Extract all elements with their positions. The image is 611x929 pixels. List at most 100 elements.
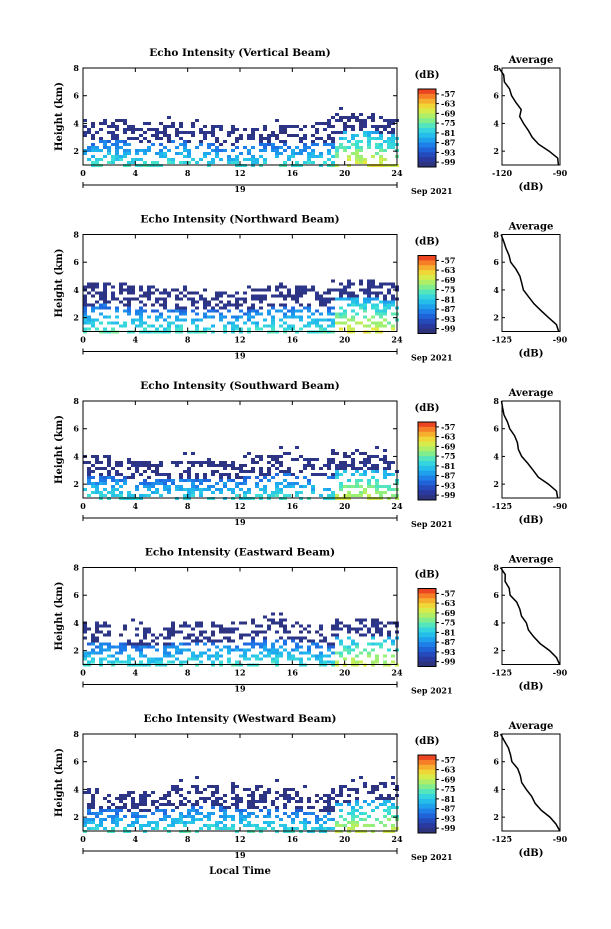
heatmap-cell [115,125,119,128]
heatmap-cell [303,827,307,830]
x-tick-label: 20 [339,834,351,844]
heatmap-cell [287,797,291,800]
heatmap-cell [275,630,279,634]
heatmap-cell [383,128,387,131]
heatmap-cell [215,639,219,643]
heatmap-cell [191,633,195,637]
heatmap-cell [231,815,235,818]
heatmap-cell [135,297,139,301]
heatmap-cell [195,803,199,806]
heatmap-cell [95,488,99,491]
heatmap-cell [319,122,323,125]
heatmap-cell [247,309,251,313]
heatmap-cell [343,645,347,649]
heatmap-cell [307,152,311,155]
colorbar-segment [418,323,436,330]
heatmap-cell [387,806,391,809]
heatmap-cell [91,122,95,125]
heatmap-cell [323,140,327,143]
heatmap-cell [103,797,107,800]
heatmap-cell [115,464,119,467]
heatmap-cell [243,621,247,625]
heatmap-cell [159,660,163,664]
heatmap-cell [363,624,367,628]
heatmap-cell [139,294,143,298]
heatmap-cell [111,803,115,806]
heatmap-cell [247,642,251,646]
heatmap-cell [335,312,339,316]
heatmap-cell [187,812,191,815]
heatmap-cell [131,128,135,131]
heatmap-cell [91,476,95,479]
heatmap-cell [171,479,175,482]
heatmap-cell [171,461,175,464]
colorbar-tick-label: -63 [441,432,456,442]
heatmap-cell [195,146,199,149]
heatmap-cell [251,294,255,298]
heatmap-cell [311,654,315,658]
heatmap-cell [367,137,371,140]
average-line [499,567,561,665]
heatmap-cell [387,125,391,128]
colorbar-segment [418,475,436,481]
heatmap-cell [95,627,99,631]
heatmap-cell [239,476,243,479]
heatmap-cell [387,119,391,122]
date-label: Sep 2021 [411,353,453,363]
heatmap-cell [267,288,271,292]
heatmap-cell [263,158,267,161]
heatmap-cell [291,821,295,824]
heatmap-cell [91,146,95,149]
heatmap-cell [103,482,107,485]
heatmap-cell [351,461,355,464]
heatmap-cell [391,294,395,298]
heatmap-cell [87,482,91,485]
heatmap-cell [199,621,203,625]
heatmap-cell [159,315,163,319]
heatmap-cell [255,476,259,479]
heatmap-cell [95,485,99,488]
heatmap-cell [171,161,175,164]
heatmap-cell [187,642,191,646]
heatmap-cell [359,128,363,131]
heatmap-cell [279,621,283,625]
heatmap-cell [207,327,211,331]
heatmap-cell [291,315,295,319]
heatmap-cell [383,485,387,488]
heatmap-cell [211,621,215,625]
heatmap-cell [91,455,95,458]
heatmap-cell [295,288,299,292]
heatmap-cell [311,318,315,322]
heatmap-cell [291,636,295,640]
heatmap-cell [283,303,287,307]
average-x-tick-label: -90 [553,335,568,345]
heatmap-cell [207,827,211,830]
heatmap-cell [227,464,231,467]
heatmap-cell [191,494,195,497]
heatmap-cell [183,161,187,164]
heatmap-cell [299,485,303,488]
heatmap-cell [163,125,167,128]
heatmap-cell [263,791,267,794]
heatmap-cell [367,627,371,631]
heatmap-cell [91,657,95,661]
heatmap-cell [327,288,331,292]
colorbar-frame [417,588,437,667]
heatmap-cell [167,654,171,658]
heatmap-cell [351,824,355,827]
heatmap-cell [147,494,151,497]
heatmap-cell [167,815,171,818]
heatmap-cell [335,131,339,134]
colorbar-tick-label: -99 [441,657,456,667]
heatmap-cell [259,137,263,140]
heatmap-cell [371,137,375,140]
heatmap-cell [299,285,303,289]
heatmap-cell [311,134,315,137]
heatmap-cell [219,291,223,295]
heatmap-cell [91,806,95,809]
heatmap-cell [363,633,367,637]
heatmap-cell [275,815,279,818]
heatmap-cell [367,482,371,485]
heatmap-cell [199,479,203,482]
colorbar-segment [418,260,436,266]
